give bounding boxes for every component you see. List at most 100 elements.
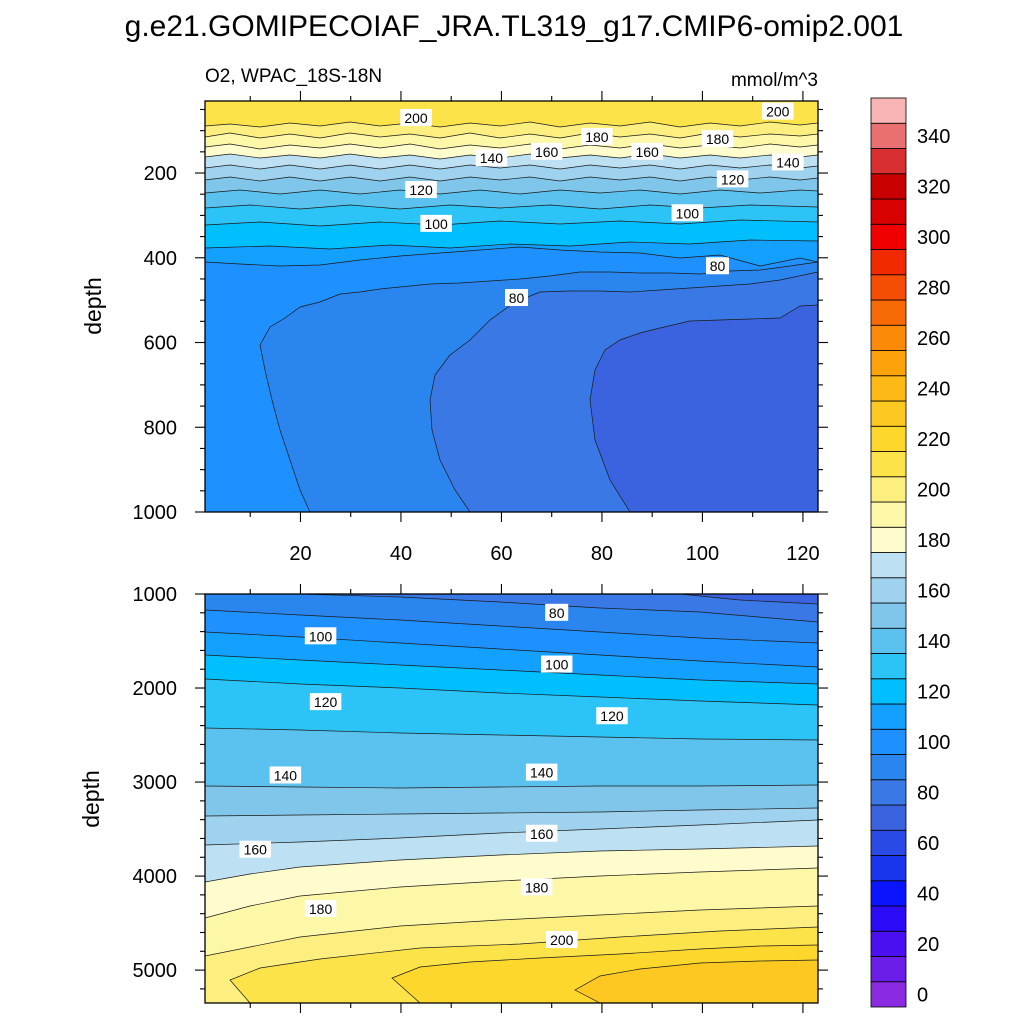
contour-label-box <box>304 627 337 645</box>
colorbar-swatch <box>870 678 907 705</box>
colorbar-swatch <box>870 754 907 781</box>
colorbar-swatch <box>870 905 907 932</box>
colorbar-swatch <box>870 501 907 528</box>
contour-label-text: 120 <box>409 182 433 198</box>
contour-label-text: 80 <box>509 290 525 306</box>
contour-label: 80 <box>706 257 730 275</box>
lower-panel: depth <box>78 584 828 1013</box>
y-tick-label: 800 <box>144 417 177 439</box>
contour-label-box <box>545 603 569 621</box>
colorbar-swatch <box>870 274 907 301</box>
contour-label-box <box>581 128 613 146</box>
contour-label-box <box>239 840 271 858</box>
contour-label: 180 <box>304 899 337 917</box>
colorbar-swatch <box>870 476 907 503</box>
colorbar-tick-label: 60 <box>917 833 939 855</box>
contour-label-text: 160 <box>535 144 559 160</box>
colorbar-swatch <box>870 299 907 326</box>
x-tick-label: 80 <box>591 543 613 565</box>
contour-label-box <box>762 102 794 120</box>
contour-label-box <box>596 707 628 725</box>
colorbar-swatch <box>870 880 907 907</box>
upper-contour-labels: 200 180 160 160 180 200 140 140 120 120 100 100 80 80 <box>400 102 804 307</box>
colorbar-swatch <box>870 855 907 882</box>
x-tick-label: 120 <box>786 543 819 565</box>
colorbar-swatch <box>870 653 907 680</box>
colorbar-swatch <box>870 400 907 427</box>
colorbar-tick-label: 340 <box>917 126 950 148</box>
contour-label-box <box>505 289 529 307</box>
lower-axis-ticks: 1000 2000 3000 4000 5000 <box>133 584 828 1013</box>
contour-label: 160 <box>530 142 563 160</box>
lower-contour-field: 80 100 100 120 120 140 140 160 160 180 180 200 <box>205 594 818 1003</box>
contour-label-box <box>405 180 437 198</box>
contour-label: 180 <box>581 128 613 146</box>
contour-label: 120 <box>716 170 749 188</box>
colorbar-swatch <box>870 552 907 579</box>
contour-label-text: 80 <box>710 258 726 274</box>
colorbar-swatch <box>870 577 907 604</box>
contour-label-box <box>400 108 432 126</box>
contour-label-box <box>772 153 804 171</box>
contour-label-box <box>309 693 342 711</box>
upper-panel: O2, WPAC_18S-18N mmol/m^3 depth <box>80 66 828 565</box>
contour-label-text: 140 <box>274 767 298 783</box>
contour-label-box <box>530 142 563 160</box>
y-tick-label: 1000 <box>133 502 178 524</box>
colorbar-swatch <box>870 97 907 124</box>
contour-label-text: 140 <box>480 150 504 166</box>
lower-plot-frame <box>204 593 819 1004</box>
colorbar-tick-label: 40 <box>917 883 939 905</box>
contour-label: 100 <box>420 214 452 232</box>
upper-y-axis-title: depth <box>80 277 106 335</box>
contour-label: 120 <box>405 180 437 198</box>
contour-label: 160 <box>525 824 558 842</box>
lower-y-axis-title: depth <box>78 770 104 828</box>
colorbar-tick-label: 80 <box>917 782 939 804</box>
contour-label: 80 <box>505 289 529 307</box>
colorbar: 0 20 40 60 80 100 120 140 160 180 200 220 240 260 280 3… <box>870 97 950 1008</box>
lower-contour-lines <box>205 594 818 1003</box>
colorbar-swatch <box>870 122 907 149</box>
upper-contour-field: 200 180 160 160 180 200 140 140 120 120 100 100 80 80 <box>205 101 818 512</box>
upper-left-label: O2, WPAC_18S-18N <box>205 66 382 87</box>
colorbar-swatch <box>870 627 907 654</box>
contour-label-box <box>520 878 553 896</box>
contour-label-text: 180 <box>525 879 549 895</box>
contour-label-text: 160 <box>244 842 268 858</box>
colorbar-tick-label: 180 <box>917 530 950 552</box>
contour-label-box <box>269 766 302 784</box>
upper-plot-frame <box>204 100 819 513</box>
contour-label: 120 <box>596 707 628 725</box>
colorbar-swatch <box>870 602 907 629</box>
contour-label-text: 180 <box>706 131 730 147</box>
colorbar-tick-label: 280 <box>917 277 950 299</box>
upper-right-label: mmol/m^3 <box>731 70 818 91</box>
contour-label-text: 140 <box>530 765 554 781</box>
contour-label-box <box>631 142 663 160</box>
contour-label-box <box>701 130 734 148</box>
contour-label-box <box>420 214 452 232</box>
contour-label: 100 <box>304 627 337 645</box>
lower-contour-labels: 80 100 100 120 120 140 140 160 160 180 180 200 <box>239 603 628 949</box>
colorbar-tick-label: 220 <box>917 429 950 451</box>
colorbar-swatch <box>870 425 907 452</box>
contour-label-box <box>706 257 730 275</box>
contour-label: 180 <box>520 878 553 896</box>
contour-label-box <box>525 824 558 842</box>
colorbar-tick-label: 100 <box>917 732 950 754</box>
contour-label: 120 <box>309 693 342 711</box>
contour-label: 140 <box>269 766 302 784</box>
contour-label-text: 120 <box>721 171 745 187</box>
contour-label-text: 100 <box>309 628 333 644</box>
y-tick-label: 1000 <box>133 584 178 606</box>
band-60-70 <box>590 305 818 512</box>
colorbar-swatch <box>870 930 907 957</box>
colorbar-swatch <box>870 324 907 351</box>
contour-label: 180 <box>701 130 734 148</box>
contour-label-box <box>540 655 573 673</box>
contour-label-text: 200 <box>550 932 574 948</box>
colorbar-tick-label: 320 <box>917 176 950 198</box>
figure-title: g.e21.GOMIPECOIAF_JRA.TL319_g17.CMIP6-om… <box>125 10 904 43</box>
